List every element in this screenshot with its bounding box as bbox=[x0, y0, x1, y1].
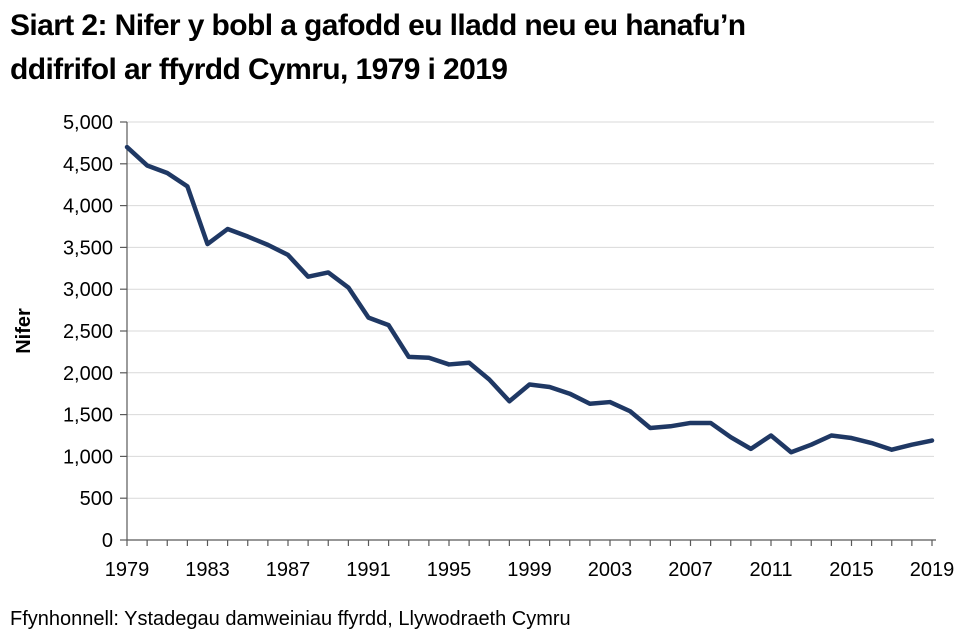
y-tick-label: 2,000 bbox=[63, 363, 113, 385]
x-tick-label: 2003 bbox=[588, 559, 633, 581]
y-tick-label: 4,000 bbox=[63, 196, 113, 218]
x-tick-label: 2015 bbox=[829, 559, 874, 581]
chart-title: Siart 2: Nifer y bobl a gafodd eu lladd … bbox=[10, 4, 746, 92]
x-tick-label: 1999 bbox=[507, 559, 552, 581]
line-chart: 0 500 1,000 1,500 2,000 2,500 3,000 3,500 4,000 4… bbox=[13, 112, 955, 581]
source-note: Ffynhonnell: Ystadegau damweiniau ffyrdd… bbox=[10, 608, 571, 630]
chart-title-line-1: Siart 2: Nifer y bobl a gafodd eu lladd … bbox=[10, 9, 746, 42]
y-tick-label: 2,500 bbox=[63, 321, 113, 343]
x-tick-label: 2019 bbox=[910, 559, 955, 581]
y-tick-label: 500 bbox=[80, 488, 113, 510]
y-tick-label: 4,500 bbox=[63, 154, 113, 176]
chart-title-line-2: ddifrifol ar ffyrdd Cymru, 1979 i 2019 bbox=[10, 53, 508, 86]
y-tick-label: 1,000 bbox=[63, 446, 113, 468]
x-tick-label: 2007 bbox=[668, 559, 713, 581]
x-tick-label: 1979 bbox=[105, 559, 150, 581]
x-tick-label: 1983 bbox=[185, 559, 230, 581]
x-tick-label: 2011 bbox=[749, 559, 792, 581]
y-tick-label: 5,000 bbox=[63, 112, 113, 134]
y-tick-label: 0 bbox=[102, 530, 113, 552]
y-tick-label: 3,000 bbox=[63, 279, 113, 301]
y-axis-label: Nifer bbox=[13, 308, 35, 354]
x-tick-label: 1995 bbox=[427, 559, 472, 581]
y-tick-label: 3,500 bbox=[63, 237, 113, 259]
x-tick-label: 1991 bbox=[346, 559, 391, 581]
data-line bbox=[124, 144, 935, 455]
y-tick-label: 1,500 bbox=[63, 405, 113, 427]
x-tick-label: 1987 bbox=[266, 559, 311, 581]
